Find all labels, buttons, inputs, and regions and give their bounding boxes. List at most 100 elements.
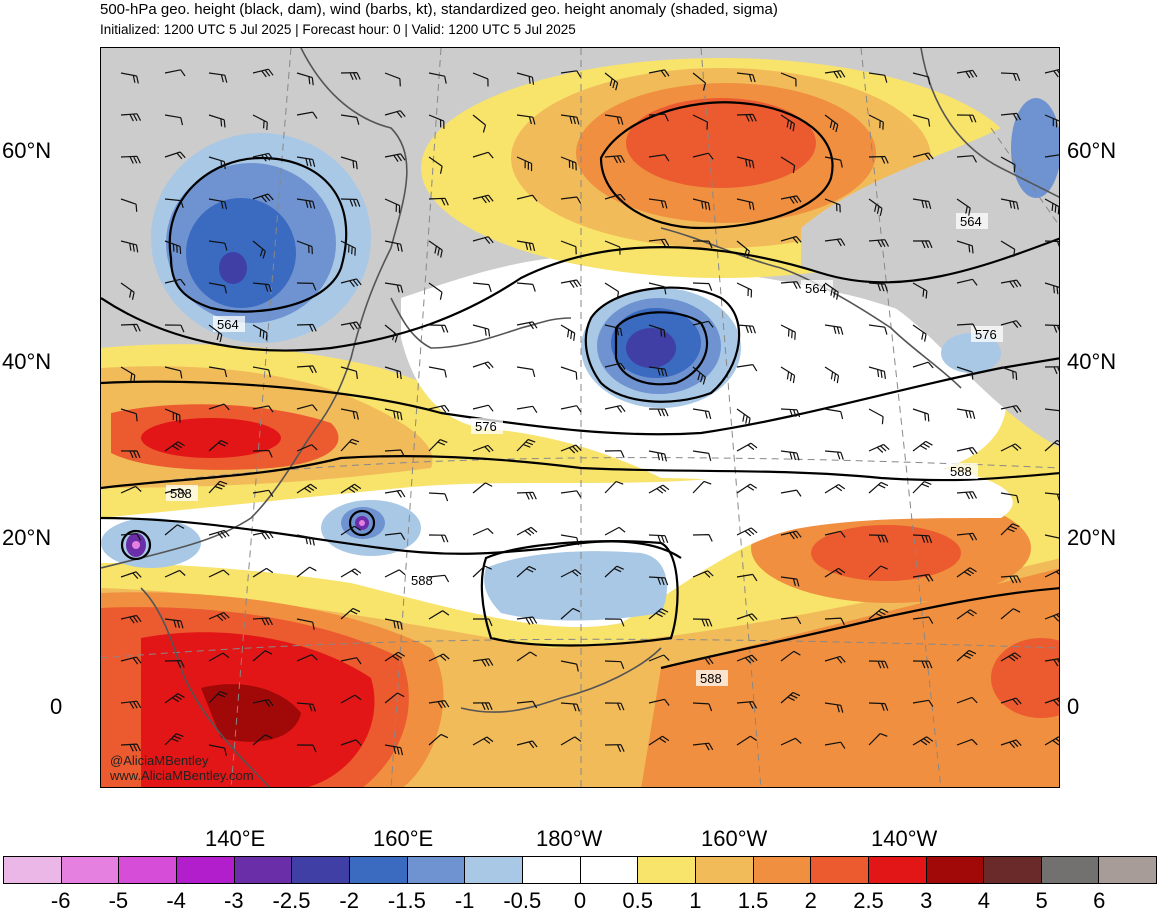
wind-barb xyxy=(560,444,582,454)
wind-barb xyxy=(340,568,362,578)
colorbar-tick-label: -1.5 xyxy=(387,888,426,913)
wind-barb xyxy=(428,404,450,413)
wind-barb xyxy=(296,240,313,255)
wind-barb xyxy=(912,240,933,249)
wind-barb xyxy=(252,240,266,259)
wind-barb xyxy=(472,114,487,133)
wind-barb xyxy=(912,282,928,299)
wind-barb xyxy=(736,527,758,537)
wind-barb xyxy=(780,195,802,204)
wind-barb xyxy=(956,69,978,79)
wind-barb xyxy=(868,565,888,578)
wind-barb xyxy=(516,240,536,252)
wind-barb xyxy=(692,450,712,461)
wind-barb xyxy=(296,744,317,753)
wind-barb xyxy=(648,608,669,620)
wind-barb xyxy=(868,324,888,335)
contour-label-group: 564 564 564 576 576 588 588 588 588 xyxy=(166,213,1003,686)
wind-barb xyxy=(604,193,626,202)
wind-barb xyxy=(340,694,362,704)
wind-barb xyxy=(648,654,670,662)
wind-barb xyxy=(868,481,889,494)
wind-barb xyxy=(736,701,758,709)
wind-barb xyxy=(252,734,273,746)
wind-barb xyxy=(252,489,274,498)
wind-barb xyxy=(296,483,318,494)
wind-barb xyxy=(824,567,846,578)
wind-barb xyxy=(1044,658,1059,667)
wind-barb xyxy=(516,700,538,709)
wind-barb xyxy=(208,569,230,578)
wind-barb xyxy=(648,69,670,78)
contour-label: 576 xyxy=(475,419,497,434)
wind-barb xyxy=(340,525,362,536)
wind-barb xyxy=(208,690,228,704)
wind-barb xyxy=(560,736,582,746)
wind-barb xyxy=(912,198,932,210)
wind-barb xyxy=(692,366,706,385)
contour-tropics-box xyxy=(480,540,679,647)
wind-barb xyxy=(604,450,625,458)
lat-label-right-20n: 20°N xyxy=(1067,525,1117,550)
wind-barb xyxy=(120,72,139,84)
wind-barb xyxy=(428,197,449,206)
colorbar-tick-label: 2.5 xyxy=(853,888,884,913)
wind-barb xyxy=(780,650,801,662)
wind-barb xyxy=(384,408,403,421)
wind-barb xyxy=(340,438,360,452)
wind-barb xyxy=(868,72,888,83)
wind-barb xyxy=(736,442,758,452)
contour-label: 564 xyxy=(805,281,827,296)
wind-barb xyxy=(208,240,228,251)
wind-barb xyxy=(164,408,181,423)
wind-barb xyxy=(560,70,582,78)
wind-barb xyxy=(692,657,714,665)
wind-barb xyxy=(736,240,750,259)
contour-576-mid xyxy=(101,357,1059,436)
wind-barb xyxy=(912,481,932,494)
wind-barb xyxy=(296,365,317,374)
wind-barb xyxy=(164,278,186,286)
colorbar-swatch xyxy=(522,857,581,883)
colorbar xyxy=(3,856,1157,884)
wind-barb xyxy=(428,114,445,129)
wind-barb xyxy=(516,438,536,452)
wind-barb xyxy=(120,113,142,122)
wind-barb xyxy=(252,531,274,540)
wind-barb xyxy=(208,439,229,452)
wind-barb xyxy=(252,617,273,626)
colorbar-tick-label: -2.5 xyxy=(272,888,311,913)
wind-barb xyxy=(208,744,227,756)
wind-barb xyxy=(824,702,844,713)
wind-barb xyxy=(340,114,360,125)
chart-title: 500-hPa geo. height (black, dam), wind (… xyxy=(100,1,778,18)
wind-barb xyxy=(384,366,402,380)
wind-barb xyxy=(120,366,136,383)
wind-barb xyxy=(252,324,268,341)
wind-barb xyxy=(164,524,185,536)
wind-barb xyxy=(604,480,624,494)
wind-barb xyxy=(472,236,494,244)
wind-barb xyxy=(208,324,223,343)
wind-barb xyxy=(473,618,493,627)
wind-barb xyxy=(472,736,494,746)
colorbar-swatch xyxy=(1041,857,1100,883)
wind-barb xyxy=(604,240,621,255)
wind-barb xyxy=(868,408,884,425)
wind-barb xyxy=(428,700,450,709)
wind-barb xyxy=(824,483,846,494)
credit-url: www.AliciaMBentley.com xyxy=(110,768,254,783)
wind-barb xyxy=(120,240,139,253)
wind-barb xyxy=(956,408,976,420)
anomaly-far-east-red xyxy=(991,638,1059,718)
wind-barb xyxy=(296,198,316,209)
colorbar-tick-label: 0.5 xyxy=(622,888,653,913)
wind-barb xyxy=(692,114,708,130)
wind-barb xyxy=(120,743,141,752)
colorbar-swatch xyxy=(753,857,812,883)
wind-barb xyxy=(384,240,403,252)
wind-barb xyxy=(824,282,839,300)
wind-barb xyxy=(252,366,271,378)
wind-barb xyxy=(912,72,931,85)
contour-label: 576 xyxy=(975,327,997,342)
